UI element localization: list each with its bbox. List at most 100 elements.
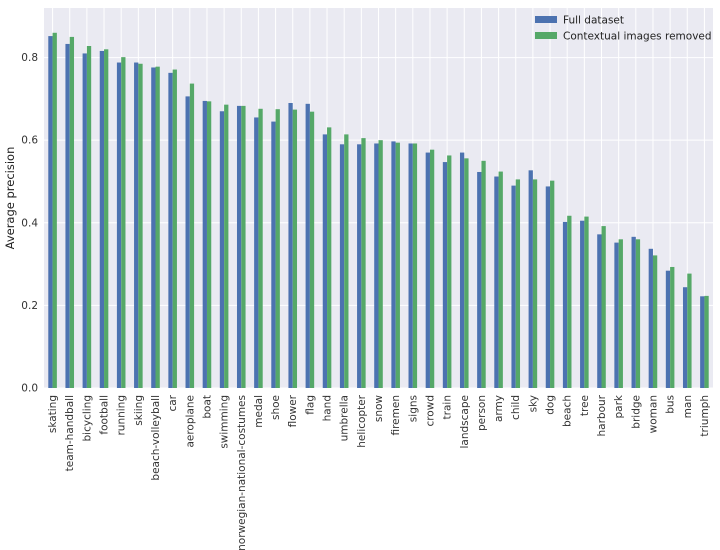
bar-full-dataset-team-handball — [65, 43, 70, 388]
x-tick-label: triumph — [699, 395, 711, 437]
bar-contextual-removed-crowd — [429, 149, 435, 388]
bar-full-dataset-bus — [665, 270, 671, 388]
bar-contextual-removed-triumph — [704, 295, 709, 388]
bar-full-dataset-boat — [202, 100, 207, 388]
bar-contextual-removed-bus — [670, 266, 675, 388]
bar-full-dataset-norwegian-national-costumes — [236, 105, 242, 389]
bar-full-dataset-shoe — [271, 121, 276, 388]
legend-swatch-full-dataset — [535, 16, 557, 23]
x-tick-label: crowd — [424, 395, 436, 427]
bar-contextual-removed-hand — [327, 127, 332, 388]
y-tick-label: 0.8 — [21, 52, 38, 64]
bar-contextual-removed-umbrella — [344, 134, 349, 388]
bar-contextual-removed-running — [121, 57, 126, 389]
bar-contextual-removed-skiing — [138, 63, 143, 389]
x-tick-label: medal — [253, 395, 265, 428]
bar-full-dataset-dog — [545, 186, 551, 388]
bar-contextual-removed-norwegian-national-costumes — [241, 105, 246, 389]
bar-full-dataset-harbour — [597, 234, 602, 388]
bar-full-dataset-aeroplane — [185, 96, 190, 389]
bar-contextual-removed-flower — [292, 109, 298, 388]
bar-full-dataset-tree — [580, 220, 585, 388]
x-tick-label: skiing — [133, 395, 145, 426]
x-tick-label: person — [476, 395, 488, 431]
x-tick-label: park — [613, 394, 625, 418]
bar-contextual-removed-beach — [567, 215, 572, 388]
bar-full-dataset-flag — [305, 103, 310, 389]
x-tick-label: snow — [373, 395, 385, 423]
bar-full-dataset-swimming — [219, 111, 225, 389]
bar-contextual-removed-bridge — [635, 239, 641, 388]
bar-contextual-removed-firemen — [395, 142, 400, 388]
y-tick-label: 0.2 — [21, 300, 38, 312]
bar-full-dataset-sky — [528, 170, 533, 388]
bar-contextual-removed-man — [687, 273, 692, 388]
legend-label-full-dataset: Full dataset — [563, 15, 624, 27]
bar-contextual-removed-flag — [309, 111, 315, 388]
x-tick-label: sky — [527, 395, 539, 412]
x-tick-label: firemen — [390, 395, 402, 436]
x-tick-label: swimming — [219, 395, 231, 449]
bar-contextual-removed-dog — [550, 180, 555, 388]
bar-contextual-removed-park — [618, 239, 623, 388]
bar-contextual-removed-army — [498, 171, 503, 388]
bar-full-dataset-skating — [48, 36, 53, 389]
bar-full-dataset-woman — [648, 248, 653, 388]
bar-full-dataset-child — [511, 185, 516, 388]
bar-contextual-removed-child — [515, 179, 521, 388]
bar-full-dataset-signs — [408, 143, 413, 388]
x-tick-label: hand — [322, 395, 334, 421]
x-tick-label: dog — [545, 395, 557, 415]
x-tick-label: beach-volleyball — [150, 395, 162, 481]
x-tick-label: train — [442, 395, 454, 419]
bar-full-dataset-flower — [288, 103, 293, 388]
bar-full-dataset-skiing — [134, 62, 139, 389]
bar-contextual-removed-signs — [412, 143, 418, 388]
bar-full-dataset-medal — [254, 117, 259, 389]
bar-contextual-removed-snow — [378, 140, 383, 388]
bar-contextual-removed-shoe — [275, 109, 280, 389]
bar-full-dataset-triumph — [700, 296, 705, 388]
x-tick-label: bridge — [630, 395, 642, 429]
bar-full-dataset-park — [614, 242, 619, 388]
bar-full-dataset-football — [99, 50, 105, 389]
bar-contextual-removed-sky — [532, 179, 538, 388]
bar-full-dataset-snow — [374, 143, 379, 388]
bar-contextual-removed-medal — [258, 108, 263, 389]
x-tick-label: child — [510, 395, 522, 420]
x-tick-label: aeroplane — [184, 395, 196, 448]
legend-label-contextual-removed: Contextual images removed — [563, 31, 712, 43]
x-tick-label: running — [116, 395, 128, 436]
x-tick-label: skating — [47, 395, 59, 433]
x-tick-label: flag — [304, 395, 316, 415]
y-tick-label: 0.0 — [21, 383, 38, 395]
bar-contextual-removed-boat — [206, 101, 212, 388]
bar-full-dataset-car — [168, 72, 173, 388]
bars — [48, 32, 709, 389]
bar-contextual-removed-team-handball — [69, 36, 75, 388]
bar-contextual-removed-aeroplane — [189, 83, 195, 388]
y-tick-label: 0.4 — [21, 217, 38, 229]
bar-full-dataset-firemen — [391, 141, 396, 388]
bar-contextual-removed-woman — [652, 255, 658, 388]
x-tick-label: football — [99, 395, 111, 435]
legend-swatch-contextual-removed — [535, 32, 557, 39]
x-tick-label: tree — [579, 395, 591, 416]
x-tick-label: woman — [647, 395, 659, 433]
bar-contextual-removed-car — [172, 69, 177, 388]
bar-full-dataset-bicycling — [82, 53, 87, 388]
x-tick-label: helicopter — [356, 394, 368, 447]
x-tick-label: beach — [562, 395, 574, 427]
bar-contextual-removed-harbour — [601, 226, 606, 388]
bar-full-dataset-beach-volleyball — [151, 67, 156, 388]
bar-full-dataset-person — [477, 171, 482, 388]
x-tick-label: flower — [287, 394, 299, 427]
bar-contextual-removed-tree — [584, 216, 589, 388]
bar-contextual-removed-football — [104, 49, 109, 388]
x-tick-label: norwegian-national-costumes — [236, 395, 248, 550]
x-tick-label: car — [167, 394, 179, 411]
x-tick-label: landscape — [459, 395, 471, 448]
bar-full-dataset-landscape — [459, 152, 465, 388]
x-tick-label: bicycling — [81, 395, 93, 442]
bar-contextual-removed-beach-volleyball — [155, 66, 160, 389]
